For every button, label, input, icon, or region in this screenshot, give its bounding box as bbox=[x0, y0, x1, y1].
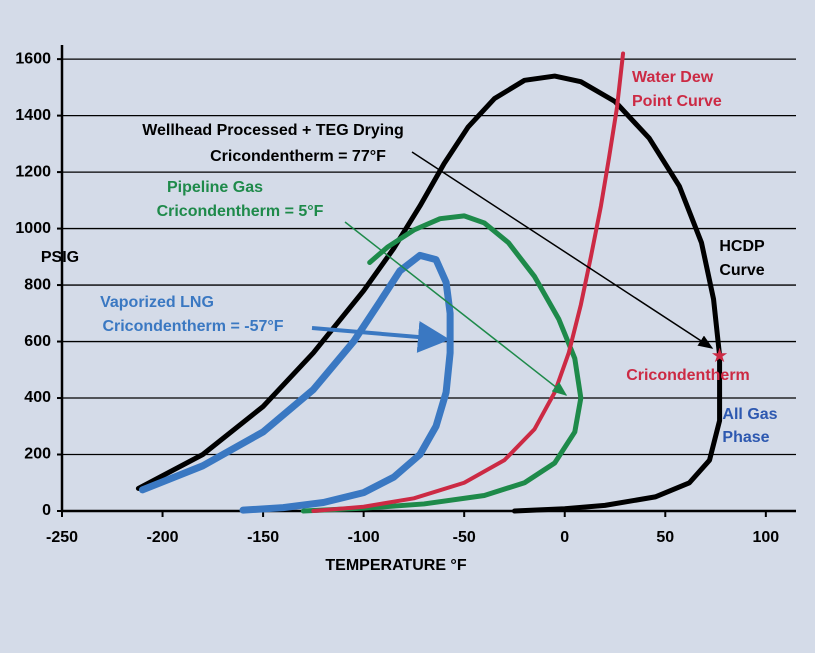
y-tick-label: 1400 bbox=[15, 107, 51, 124]
x-tick-label: -200 bbox=[147, 529, 179, 546]
series-line bbox=[138, 251, 454, 514]
annotation-text: Cricondentherm = 5°F bbox=[157, 203, 324, 220]
y-tick-label: 1200 bbox=[15, 163, 51, 180]
annotation-arrow bbox=[311, 321, 450, 353]
annotation-text: All Gas bbox=[722, 406, 777, 423]
annotation-arrow bbox=[344, 221, 568, 396]
series-line bbox=[311, 51, 626, 513]
x-tick-label: 0 bbox=[560, 529, 569, 546]
y-tick-label: 0 bbox=[42, 502, 51, 519]
cricondentherm-marker bbox=[711, 347, 728, 363]
annotation-text: Curve bbox=[719, 262, 764, 279]
y-tick-label: 600 bbox=[24, 333, 51, 350]
x-tick-label: 100 bbox=[752, 529, 779, 546]
x-tick-label: -250 bbox=[46, 529, 78, 546]
x-tick-label: 50 bbox=[656, 529, 674, 546]
annotation-text: Wellhead Processed + TEG Drying bbox=[142, 122, 404, 139]
x-tick-label: -50 bbox=[453, 529, 476, 546]
annotation-text: Vaporized LNG bbox=[100, 294, 214, 311]
y-tick-label: 400 bbox=[24, 389, 51, 406]
x-axis-label: TEMPERATURE °F bbox=[325, 557, 466, 574]
annotation-arrow bbox=[411, 151, 714, 349]
series-line bbox=[300, 213, 584, 514]
y-tick-label: 1000 bbox=[15, 220, 51, 237]
series-line bbox=[135, 73, 723, 514]
annotation-text: HCDP bbox=[719, 238, 765, 255]
annotation-text: Water Dew bbox=[632, 69, 714, 86]
annotation-text: Cricondentherm = -57°F bbox=[102, 318, 283, 335]
annotation-text: Cricondentherm = 77°F bbox=[210, 148, 386, 165]
y-axis-label: PSIG bbox=[41, 249, 79, 266]
annotation-text: Pipeline Gas bbox=[167, 179, 263, 196]
annotation-text: Point Curve bbox=[632, 93, 722, 110]
annotation-text: Cricondentherm bbox=[626, 367, 750, 384]
x-tick-label: -150 bbox=[247, 529, 279, 546]
annotation-text: Phase bbox=[722, 429, 769, 446]
y-tick-label: 800 bbox=[24, 276, 51, 293]
x-tick-label: -100 bbox=[348, 529, 380, 546]
y-tick-label: 200 bbox=[24, 446, 51, 463]
y-tick-label: 1600 bbox=[15, 50, 51, 67]
